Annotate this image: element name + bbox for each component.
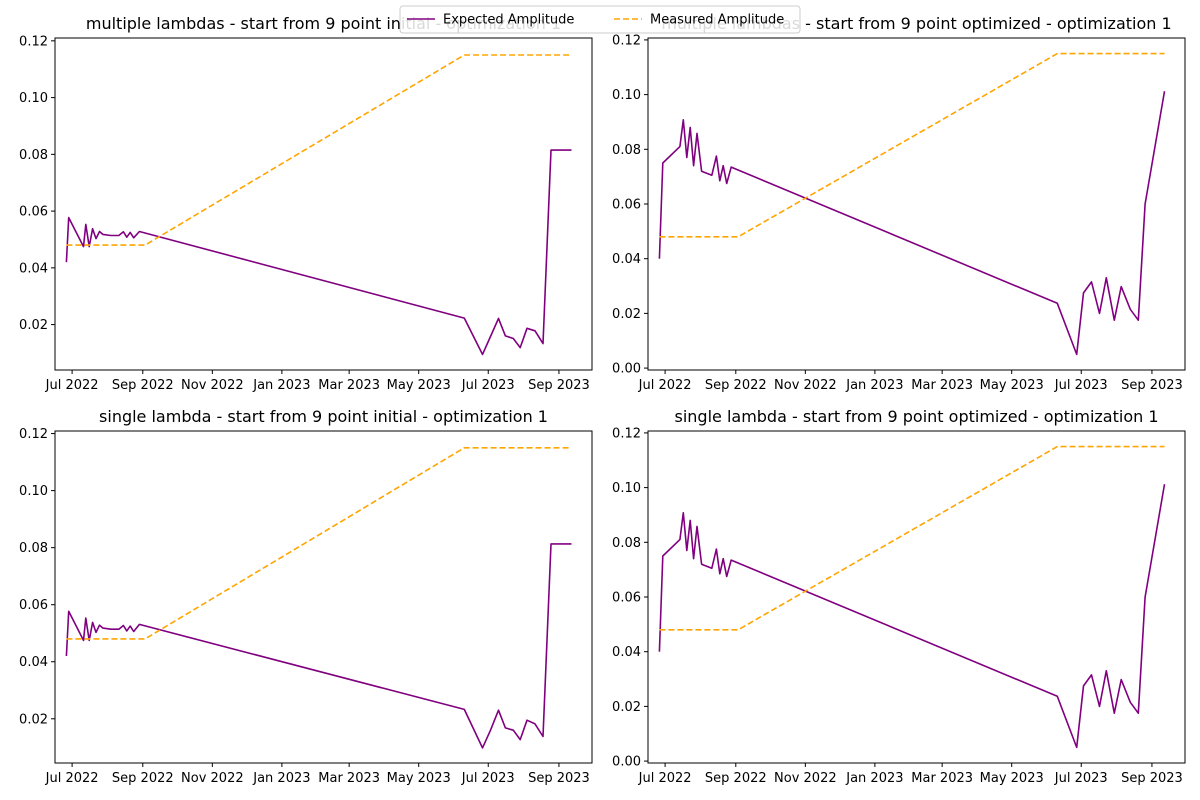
y-tick-label: 0.12 [612, 33, 641, 48]
y-tick-label: 0.10 [19, 91, 48, 106]
legend-label: Measured Amplitude [650, 13, 784, 28]
subplot-3: single lambda - start from 9 point initi… [19, 407, 593, 786]
x-tick-label: Jul 2023 [461, 378, 515, 393]
y-tick-label: 0.04 [612, 645, 641, 660]
y-tick-label: 0.02 [19, 318, 48, 333]
legend-label: Expected Amplitude [443, 13, 574, 28]
x-tick-label: May 2023 [387, 771, 451, 786]
measured-amplitude-line [659, 52, 1165, 238]
x-tick-label: Sep 2022 [705, 378, 767, 393]
x-tick-label: May 2023 [387, 378, 451, 393]
y-tick-label: 0.10 [19, 484, 48, 499]
expected-amplitude-line [65, 149, 572, 356]
y-tick-label: 0.06 [612, 591, 641, 606]
y-tick-label: 0.04 [19, 261, 48, 276]
legend-frame [399, 5, 801, 34]
axes-frame [647, 37, 1186, 371]
x-tick-label: Sep 2023 [1121, 771, 1183, 786]
subplot-4: single lambda - start from 9 point optim… [612, 407, 1186, 786]
axes-frame [647, 430, 1186, 764]
x-tick-label: Sep 2023 [1121, 378, 1183, 393]
expected-amplitude-line [658, 91, 1166, 356]
y-tick-label: 0.10 [612, 88, 641, 103]
x-tick-label: Sep 2023 [528, 771, 590, 786]
x-tick-label: May 2023 [980, 771, 1044, 786]
x-tick-label: Mar 2023 [318, 771, 380, 786]
subplot-title: single lambda - start from 9 point initi… [99, 407, 548, 426]
subplot-grid: multiple lambdas - start from 9 point in… [19, 14, 1186, 786]
measured-amplitude-line [659, 445, 1165, 631]
y-tick-label: 0.12 [612, 426, 641, 441]
y-tick-label: 0.08 [612, 143, 641, 158]
y-tick-label: 0.06 [19, 205, 48, 220]
y-tick-label: 0.08 [19, 148, 48, 163]
expected-amplitude-line [65, 543, 572, 749]
y-tick-label: 0.12 [19, 427, 48, 442]
x-tick-label: May 2023 [980, 378, 1044, 393]
axes-frame [54, 37, 593, 371]
x-tick-label: Jan 2023 [252, 378, 310, 393]
x-tick-label: Jul 2023 [461, 771, 515, 786]
subplot-title: single lambda - start from 9 point optim… [674, 407, 1158, 426]
y-tick-label: 0.00 [612, 362, 641, 377]
x-tick-label: Jul 2022 [638, 378, 692, 393]
y-tick-label: 0.04 [19, 655, 48, 670]
x-tick-label: Jan 2023 [845, 771, 903, 786]
y-tick-label: 0.02 [19, 712, 48, 727]
measured-amplitude-line [66, 54, 572, 246]
x-tick-label: Jul 2022 [638, 771, 692, 786]
y-tick-label: 0.02 [612, 700, 641, 715]
x-tick-label: Nov 2022 [181, 771, 244, 786]
x-tick-label: Sep 2022 [705, 771, 767, 786]
x-tick-label: Mar 2023 [318, 378, 380, 393]
axes-frame [54, 430, 593, 764]
y-tick-label: 0.12 [19, 34, 48, 49]
x-tick-label: Nov 2022 [181, 378, 244, 393]
y-tick-label: 0.04 [612, 252, 641, 267]
y-tick-label: 0.08 [19, 541, 48, 556]
x-tick-label: Jan 2023 [252, 771, 310, 786]
x-tick-label: Mar 2023 [911, 771, 973, 786]
y-tick-label: 0.00 [612, 755, 641, 770]
y-tick-label: 0.10 [612, 481, 641, 496]
x-tick-label: Jul 2023 [1054, 378, 1108, 393]
x-tick-label: Jul 2022 [45, 771, 99, 786]
y-tick-label: 0.06 [19, 598, 48, 613]
x-tick-label: Sep 2022 [112, 378, 174, 393]
y-tick-label: 0.08 [612, 536, 641, 551]
figure-legend: Expected Amplitude Measured Amplitude [399, 5, 801, 34]
measured-amplitude-line [66, 446, 572, 640]
y-tick-label: 0.02 [612, 307, 641, 322]
x-tick-label: Sep 2022 [112, 771, 174, 786]
x-tick-label: Nov 2022 [774, 771, 837, 786]
x-tick-label: Sep 2023 [528, 378, 590, 393]
x-tick-label: Jul 2022 [45, 378, 99, 393]
x-tick-label: Jan 2023 [845, 378, 903, 393]
x-tick-label: Jul 2023 [1054, 771, 1108, 786]
x-tick-label: Nov 2022 [774, 378, 837, 393]
x-tick-label: Mar 2023 [911, 378, 973, 393]
expected-amplitude-line [658, 484, 1166, 749]
y-tick-label: 0.06 [612, 198, 641, 213]
